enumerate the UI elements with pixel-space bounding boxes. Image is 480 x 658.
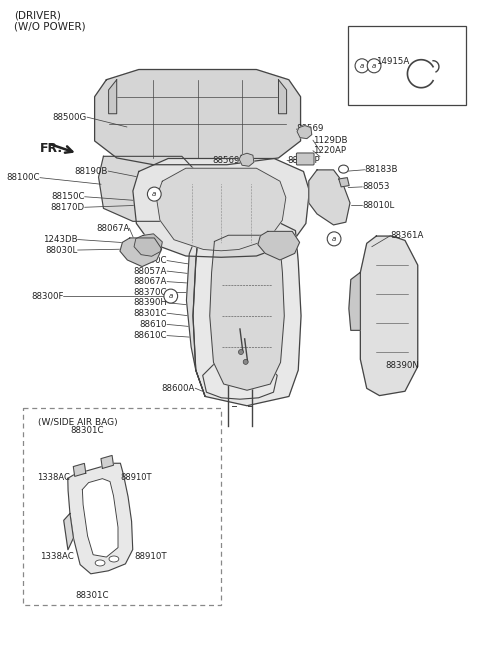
Text: 88610: 88610 [140,320,167,329]
Circle shape [243,359,248,365]
Text: 88350C: 88350C [133,256,167,265]
Text: 88500G: 88500G [53,113,87,122]
Polygon shape [101,455,113,468]
Text: a: a [332,236,336,242]
Polygon shape [68,463,133,574]
Polygon shape [134,234,162,256]
Text: 88370C: 88370C [133,288,167,297]
Ellipse shape [338,165,348,173]
Bar [24,408,221,605]
Polygon shape [258,232,300,260]
Text: FR.: FR. [40,141,63,155]
Polygon shape [309,170,350,225]
Polygon shape [64,513,73,549]
Text: 88600A: 88600A [162,384,195,393]
Text: 88910T: 88910T [120,472,151,482]
Circle shape [327,232,341,246]
Text: 88183B: 88183B [365,165,398,174]
Text: (DRIVER): (DRIVER) [14,11,61,20]
Text: 88150C: 88150C [51,192,84,201]
Text: 88569: 88569 [213,156,240,165]
Polygon shape [278,80,287,114]
Text: 88501P: 88501P [287,156,320,165]
Text: 88170D: 88170D [50,203,84,212]
Polygon shape [186,230,205,396]
Text: 1129DB: 1129DB [313,136,348,145]
Text: 1220AP: 1220AP [313,146,346,155]
Ellipse shape [109,556,119,562]
Text: 88301C: 88301C [133,309,167,318]
Polygon shape [98,157,202,221]
Polygon shape [73,463,86,476]
Text: 88057A: 88057A [214,226,247,235]
Text: 88067A: 88067A [96,224,129,233]
Text: 88100C: 88100C [6,173,40,182]
Text: 1338AC: 1338AC [40,551,73,561]
Text: 1338AC: 1338AC [37,472,71,482]
Polygon shape [239,153,254,166]
Polygon shape [339,178,349,187]
Text: 88030L: 88030L [45,245,78,255]
Text: 88361A: 88361A [391,231,424,240]
Text: 14915A: 14915A [376,57,409,66]
Text: a: a [372,63,376,69]
FancyBboxPatch shape [296,153,314,165]
Circle shape [367,59,381,73]
Text: 88390N: 88390N [386,361,420,370]
Polygon shape [156,168,286,251]
Text: 88053: 88053 [362,182,390,191]
Polygon shape [297,126,312,139]
Ellipse shape [95,560,105,566]
Text: a: a [360,63,364,69]
Text: 88057A: 88057A [133,266,167,276]
Text: 88390H: 88390H [133,298,167,307]
Circle shape [355,59,369,73]
Text: (W/O POWER): (W/O POWER) [14,21,85,31]
Text: a: a [152,191,156,197]
Text: 88569: 88569 [297,124,324,134]
Bar [348,26,466,105]
Polygon shape [203,364,277,399]
Text: 88190B: 88190B [75,166,108,176]
Text: 88067A: 88067A [133,277,167,286]
Polygon shape [95,70,300,164]
Text: 88301C: 88301C [70,426,104,436]
Text: 88300F: 88300F [31,291,63,301]
Text: 88610C: 88610C [133,331,167,340]
Text: (W/SIDE AIR BAG): (W/SIDE AIR BAG) [37,418,117,427]
Polygon shape [210,236,284,390]
Polygon shape [360,236,418,395]
Polygon shape [83,478,118,557]
Text: 1243DB: 1243DB [43,235,78,244]
Circle shape [239,349,243,355]
Polygon shape [108,80,117,114]
Circle shape [164,289,178,303]
Circle shape [147,187,161,201]
Text: 88301C: 88301C [75,591,108,600]
Polygon shape [120,238,162,266]
Polygon shape [133,159,310,257]
Polygon shape [349,272,360,330]
Text: a: a [168,293,173,299]
Text: 88910T: 88910T [134,551,167,561]
Text: 88010L: 88010L [362,201,395,210]
Polygon shape [193,223,301,406]
